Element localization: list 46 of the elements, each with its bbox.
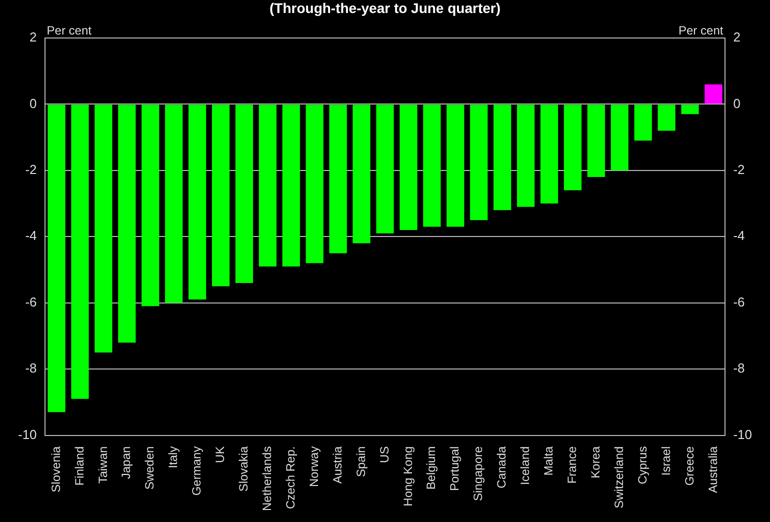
x-tick-label: Finland xyxy=(72,446,86,486)
y2-tick-label: 0 xyxy=(733,96,740,111)
x-tick-label: Israel xyxy=(658,446,673,476)
x-tick-label: US xyxy=(377,446,392,463)
x-tick-label: Czech Rep. xyxy=(283,446,298,509)
x-tick-label: Slovakia xyxy=(236,446,251,492)
x-tick-label: Hong Kong xyxy=(400,446,415,506)
y2-tick-label: -10 xyxy=(733,426,752,442)
x-tick-label: UK xyxy=(213,446,228,463)
y-tick-label: -6 xyxy=(25,294,37,310)
x-tick-label: Iceland xyxy=(518,446,532,485)
x-tick-label: Italy xyxy=(166,446,180,468)
x-tick-label: Greece xyxy=(682,446,696,486)
x-tick-label: Korea xyxy=(588,446,602,478)
x-tick-label: Japan xyxy=(119,446,134,479)
y-tick-label: -8 xyxy=(25,360,37,376)
y-tick-label: 0 xyxy=(30,96,37,111)
x-tick-label: Belgium xyxy=(424,446,438,490)
x-tick-label: Australia xyxy=(706,446,720,493)
x-tick-label: Sweden xyxy=(142,446,157,490)
x-tick-label: Norway xyxy=(306,446,321,487)
x-tick-label: Slovenia xyxy=(48,446,63,492)
y-tick-label: -10 xyxy=(18,426,37,442)
x-tick-label: Cyprus xyxy=(635,446,650,484)
x-tick-label: Malta xyxy=(542,446,556,476)
x-tick-label: Canada xyxy=(494,446,509,488)
y-axis-title: Per cent xyxy=(46,23,92,38)
y2-tick-label: 2 xyxy=(733,30,740,45)
y2-axis-title: Per cent xyxy=(678,23,724,38)
x-tick-label: Spain xyxy=(354,446,368,477)
y2-tick-label: -6 xyxy=(733,294,745,310)
x-tick-label: Netherlands xyxy=(260,446,274,512)
x-tick-label: Germany xyxy=(190,446,204,496)
x-tick-label: Switzerland xyxy=(612,446,626,508)
y2-tick-label: -8 xyxy=(733,360,745,376)
x-tick-label: Taiwan xyxy=(96,446,110,484)
x-tick-label: France xyxy=(565,446,580,484)
y-tick-label: -4 xyxy=(25,228,37,244)
y2-tick-label: -2 xyxy=(733,162,745,178)
x-tick-label: Austria xyxy=(330,446,344,484)
x-tick-label: Singapore xyxy=(471,446,486,502)
y-tick-label: 2 xyxy=(30,30,37,45)
chart-title: (Through-the-year to June quarter) xyxy=(269,0,501,16)
x-tick-label: Portugal xyxy=(448,446,462,491)
y-tick-label: -2 xyxy=(25,162,37,178)
y2-tick-label: -4 xyxy=(733,228,745,244)
